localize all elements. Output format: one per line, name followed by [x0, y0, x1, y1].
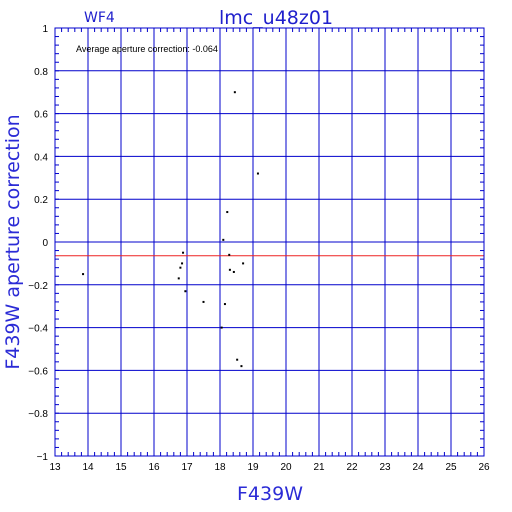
y-tick-label: −0.4: [28, 324, 48, 335]
x-tick-label: 15: [115, 462, 127, 473]
data-point: [242, 262, 245, 265]
y-tick-label: 0: [42, 238, 48, 249]
x-tick-label: 20: [280, 462, 292, 473]
data-point: [240, 365, 243, 368]
y-axis-title: F439W aperture correction: [2, 114, 24, 369]
average-annotation: Average aperture correction: -0.064: [76, 44, 218, 54]
x-tick-label: 17: [181, 462, 193, 473]
data-point: [256, 172, 259, 175]
x-tick-label: 14: [82, 462, 94, 473]
x-tick-label: 22: [346, 462, 358, 473]
data-point: [228, 268, 231, 271]
y-tick-label: 0.6: [34, 110, 48, 121]
x-tick-label: 26: [478, 462, 490, 473]
data-point: [232, 270, 235, 273]
y-tick-label: 0.4: [34, 152, 48, 163]
data-point: [82, 273, 85, 276]
data-points: [82, 91, 259, 368]
y-tick-label: −1: [37, 452, 49, 463]
y-tick-label: 0.8: [34, 67, 48, 78]
x-axis-title: F439W: [237, 483, 303, 505]
data-point: [223, 303, 226, 306]
reference-lines: [55, 241, 484, 257]
y-tick-labels: 1 0.8 0.6 0.4 0.2 0 −0.2 −0.4 −0.6 −0.8 −1: [28, 24, 48, 463]
y-tick-label: −0.6: [28, 366, 48, 377]
minor-ticks: [54, 27, 485, 457]
chart-title: lmc_u48z01: [219, 7, 333, 29]
data-point: [220, 326, 223, 329]
data-point: [179, 266, 182, 269]
plot-frame: [54, 27, 485, 457]
x-tick-label: 19: [247, 462, 259, 473]
data-point: [177, 277, 180, 280]
x-tick-label: 18: [214, 462, 226, 473]
data-point: [228, 253, 231, 256]
y-tick-label: 1: [42, 24, 48, 35]
x-tick-label: 21: [313, 462, 325, 473]
panel-label: WF4: [84, 10, 115, 26]
x-tick-label: 25: [445, 462, 457, 473]
y-tick-label: −0.2: [28, 281, 48, 292]
data-point: [233, 91, 236, 94]
data-point: [226, 211, 229, 214]
data-point: [236, 358, 239, 361]
x-tick-label: 24: [412, 462, 424, 473]
data-point: [181, 262, 184, 265]
y-tick-label: −0.8: [28, 409, 48, 420]
x-tick-labels: 13 14 15 16 17 18 19 20 21 22 23 24 25 26: [49, 462, 490, 473]
data-point: [202, 300, 205, 303]
x-tick-label: 16: [148, 462, 160, 473]
x-tick-label: 13: [49, 462, 61, 473]
x-tick-label: 23: [379, 462, 391, 473]
data-point: [184, 290, 187, 293]
y-tick-label: 0.2: [34, 195, 48, 206]
data-point: [222, 238, 225, 241]
data-point: [182, 251, 185, 254]
